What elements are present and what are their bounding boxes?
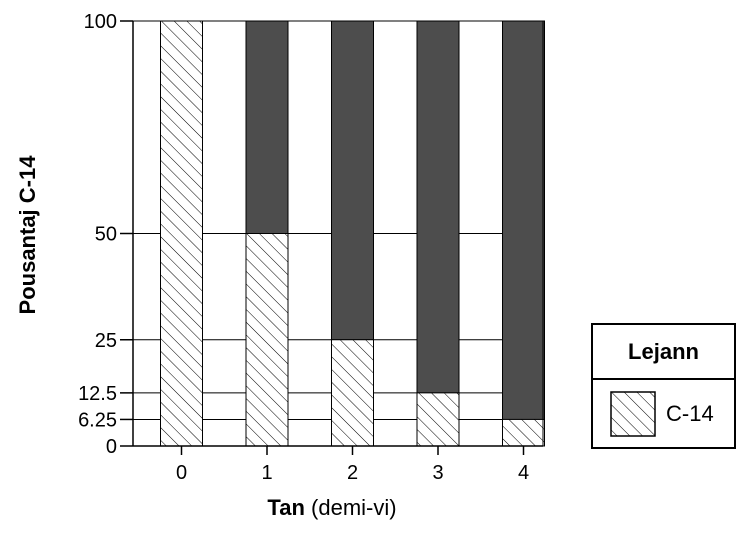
x-tick-label: 0 [176,462,187,484]
y-axis-label: Pousantaj C-14 [15,155,40,315]
bar-c14-1 [245,233,289,447]
legend: Lejann C-14 [591,323,736,449]
x-tick-labels: 0 1 2 3 4 [176,462,529,484]
x-axis-label-unit: (demi-vi) [311,495,397,520]
axes [120,20,544,455]
bar-remainder-2 [331,20,374,341]
y-tick-label: 6.25 [78,409,117,431]
bar-c14-2 [331,339,374,447]
bars [160,20,545,447]
bar-remainder-4 [502,20,545,420]
x-axis-label: Tan (demi-vi) [267,495,396,521]
y-tick-label: 50 [95,224,117,246]
y-tick-labels: 100 50 25 12.5 6.25 0 [78,11,117,458]
x-tick-label: 3 [432,462,443,484]
legend-swatch-hatched [610,390,656,437]
legend-item: C-14 [593,380,734,447]
x-axis-label-main: Tan [267,495,305,520]
legend-label: C-14 [666,400,714,426]
bar-remainder-1 [245,20,289,234]
bar-remainder-3 [416,20,460,394]
bar-c14-3 [416,392,460,447]
bar-c14-0 [160,20,203,447]
bar-c14-4 [502,418,545,447]
y-tick-label: 25 [95,330,117,352]
x-tick-label: 2 [347,462,358,484]
x-tick-label: 4 [518,462,529,484]
y-tick-label: 12.5 [78,383,117,405]
y-tick-label: 100 [84,11,117,33]
legend-title: Lejann [593,325,734,380]
y-tick-label: 0 [106,436,117,458]
x-tick-label: 1 [261,462,272,484]
